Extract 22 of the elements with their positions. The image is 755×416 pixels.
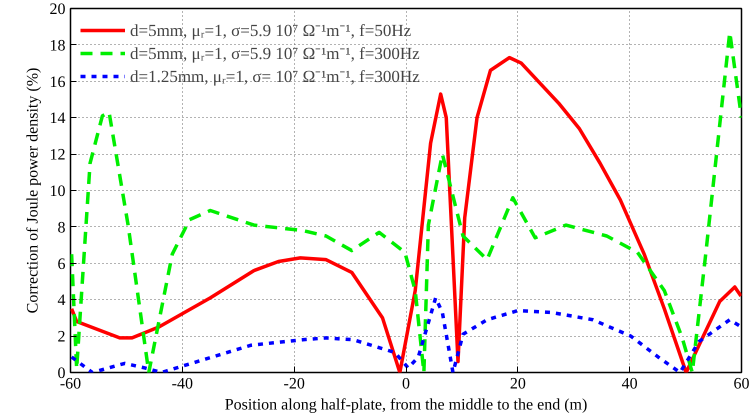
y-tick-label: 6: [58, 256, 66, 273]
x-tick-label: 40: [622, 376, 638, 392]
x-tick-label: 20: [510, 376, 526, 392]
y-axis-title: Correction of Joule power density (%): [24, 68, 42, 314]
y-tick-label: 4: [58, 292, 66, 310]
x-tick-label: -20: [284, 376, 305, 392]
y-tick-label: 20: [50, 1, 66, 18]
y-tick-label: 2: [58, 328, 66, 346]
x-tick-label: 0: [402, 376, 410, 392]
y-tick-label: 0: [58, 365, 66, 382]
legend-label: d=5mm, μᵣ=1, σ=5.9 10⁷ Ω⁻¹m⁻¹, f=50Hz: [130, 20, 412, 41]
y-tick-label: 18: [50, 37, 66, 54]
legend-label: d=1.25mm, μᵣ=1, σ= 10⁷ Ω⁻¹m⁻¹, f=300Hz: [130, 66, 420, 87]
y-tick-label: 12: [50, 146, 66, 164]
legend-label: d=5mm, μᵣ=1, σ=5.9 10⁷ Ω⁻¹m⁻¹, f=300Hz: [130, 43, 420, 64]
y-tick-label: 10: [50, 183, 66, 200]
y-tick-label: 8: [58, 219, 66, 236]
y-tick-label: 16: [50, 74, 66, 91]
x-axis-title: Position along half-plate, from the middle to the end (m): [224, 396, 588, 414]
x-tick-label: -40: [172, 376, 193, 392]
x-tick-label: 60: [734, 376, 750, 392]
y-tick-label: 14: [50, 110, 66, 128]
